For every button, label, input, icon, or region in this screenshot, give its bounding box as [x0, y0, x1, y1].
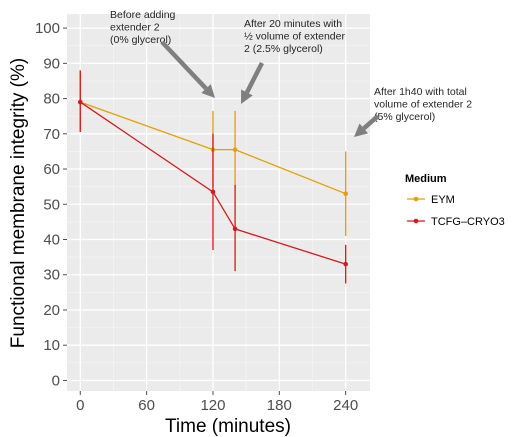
series-line: [79, 101, 346, 265]
annotation-line: After 20 minutes with: [244, 18, 342, 30]
y-axis: 0 10 20 30 40 50 60 70 80 90 100: [35, 20, 67, 389]
legend-label: TCFG–CRYO3: [431, 216, 505, 228]
y-tick-label: 50: [43, 196, 60, 213]
annotation-text: After 20 minutes with ½ volume of extende…: [244, 18, 345, 55]
annotation-text: After 1h40 with total volume of extender …: [374, 86, 472, 123]
x-tick-label: 180: [267, 397, 292, 414]
data-point: [77, 99, 83, 105]
data-point: [343, 191, 348, 196]
y-tick-label: 40: [43, 231, 60, 248]
legend-key-point: [413, 196, 419, 202]
data-point: [343, 261, 348, 267]
y-tick-label: 90: [43, 55, 60, 72]
data-series: [77, 70, 348, 284]
legend-label: EYM: [431, 194, 455, 206]
annotation-line: (0% glycerol): [110, 34, 171, 46]
annotation-arrow-head: [201, 84, 215, 98]
annotation-arrow-head: [354, 123, 369, 137]
data-point: [210, 189, 216, 195]
annotation-arrow-shaft: [244, 61, 265, 94]
legend-key-point: [413, 218, 419, 224]
y-tick-label: 0: [52, 372, 60, 389]
annotation-line: Before adding: [110, 9, 176, 21]
y-tick-label: 100: [35, 20, 60, 37]
annotation-line: extender 2: [110, 22, 160, 34]
annotation-line: After 1h40 with total: [374, 86, 467, 98]
y-axis-title: Functional membrane integrity (%): [8, 58, 29, 348]
legend: Medium EYM TCFG–CRYO3: [405, 173, 505, 228]
annotation-arrow-head: [241, 89, 253, 104]
y-tick-label: 20: [43, 302, 60, 319]
x-tick-label: 240: [333, 397, 358, 414]
series-line: [80, 101, 346, 195]
y-tick-label: 10: [43, 337, 60, 354]
y-tick-label: 30: [43, 267, 60, 284]
x-axis-title: Time (minutes): [165, 416, 291, 437]
x-tick-label: 0: [76, 397, 84, 414]
annotation-line: 2 (2.5% glycerol): [244, 43, 323, 55]
y-tick-label: 80: [43, 91, 60, 108]
annotation-line: volume of extender 2: [374, 99, 472, 111]
annotation-line: ½ volume of extender: [244, 31, 345, 43]
data-point: [232, 226, 238, 232]
annotation-arrow-shaft: [362, 114, 380, 131]
x-tick-label: 60: [138, 397, 155, 414]
annotation-arrow-shaft: [160, 40, 208, 91]
plot-panel: [67, 14, 370, 391]
data-point: [232, 147, 238, 152]
annotations: Before adding extender 2 (0% glycerol) Afte…: [110, 9, 472, 137]
x-tick-label: 120: [200, 397, 225, 414]
y-tick-label: 60: [43, 161, 60, 178]
legend-title: Medium: [405, 173, 447, 185]
annotation-text: Before adding extender 2 (0% glycerol): [110, 9, 176, 46]
x-axis: 0 60 120 180 240: [76, 391, 358, 414]
y-tick-label: 70: [43, 126, 60, 143]
minor-gridlines: [67, 14, 370, 391]
series: [77, 70, 348, 284]
annotation-line: (5% glycerol): [374, 111, 435, 123]
